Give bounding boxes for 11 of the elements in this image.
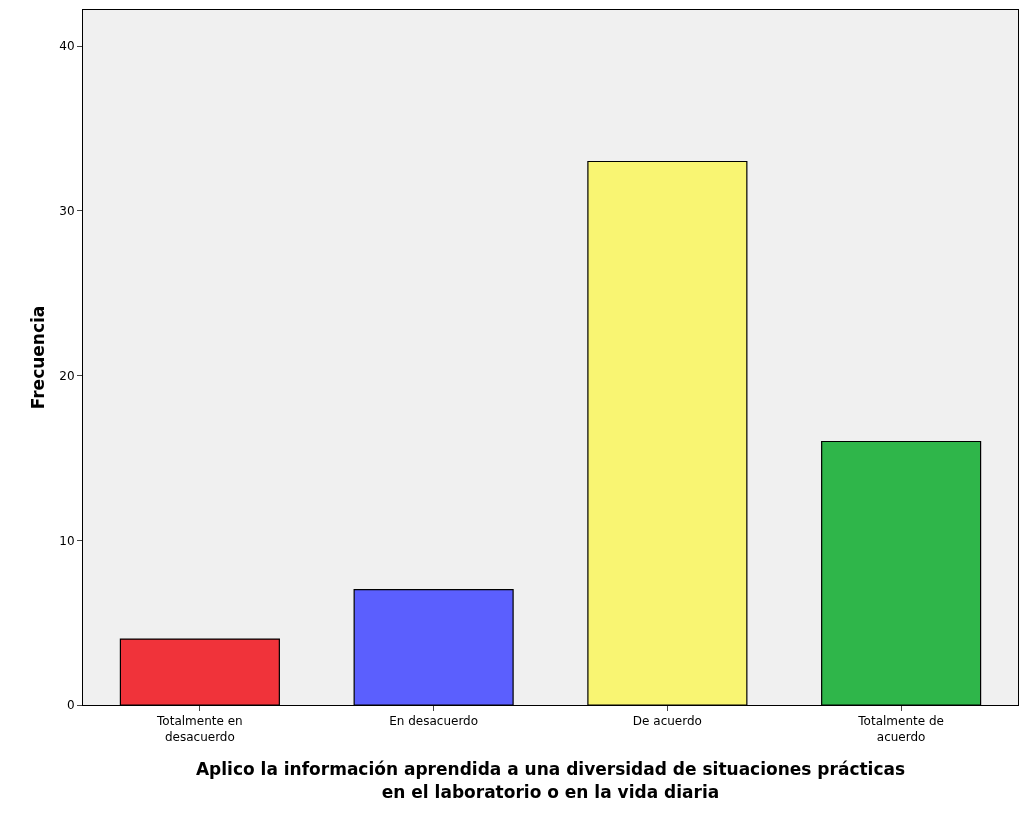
y-tick-label: 10 <box>59 533 75 548</box>
x-tick-label: En desacuerdo <box>389 714 479 729</box>
x-tick-label: De acuerdo <box>632 714 702 729</box>
y-tick-label: 0 <box>66 698 75 713</box>
x-tick-label: Totalmente de acuerdo <box>857 714 944 744</box>
y-tick-label: 40 <box>59 39 75 54</box>
x-tick-label: Totalmente en desacuerdo <box>156 714 243 744</box>
y-tick-label: 20 <box>59 368 75 383</box>
y-axis-title: Frecuencia <box>27 305 48 410</box>
x-axis-title: Aplico la información aprendida a una diversidad de situaciones prácticas en el laboratorio o en la vida diaria <box>195 759 906 802</box>
y-tick-label: 30 <box>59 204 75 219</box>
